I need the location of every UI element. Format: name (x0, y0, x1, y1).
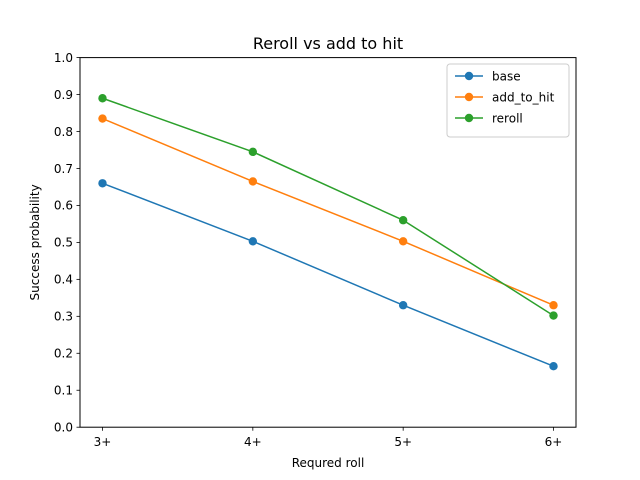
series-layer (98, 94, 558, 371)
series-add_to_hit (98, 114, 558, 310)
series-line (102, 182, 554, 367)
data-point (398, 237, 408, 246)
legend-label: add_to_hit (492, 90, 555, 104)
axis-ticks: 3+ 4+ 5+ 6+ 0.0 0.1 0.2 0.3 0.4 0.5 0.6 0.7 0.8 0.9 1.… (54, 51, 562, 449)
data-point (248, 147, 258, 157)
legend-item: add_to_hit (455, 90, 555, 104)
y-tick-label: 1.0 (54, 51, 73, 65)
legend-item: reroll (455, 111, 523, 125)
data-point (549, 311, 558, 320)
y-tick-label: 0.7 (54, 162, 73, 176)
y-tick-label: 0.0 (54, 421, 73, 435)
x-tick-label: 6+ (545, 435, 563, 449)
series-line (102, 117, 554, 306)
legend-label: base (492, 69, 521, 83)
x-tick-label: 5+ (394, 435, 412, 449)
series-line (102, 97, 554, 317)
data-point (248, 177, 258, 186)
y-tick-label: 0.9 (54, 88, 73, 102)
y-tick-label: 0.5 (54, 236, 73, 250)
y-axis-label: Success probability (28, 184, 42, 300)
series-base (98, 179, 558, 371)
data-point (549, 301, 558, 310)
y-tick-label: 0.6 (54, 199, 73, 213)
legend-label: reroll (492, 111, 523, 125)
x-tick-label: 4+ (244, 435, 262, 449)
x-axis-label: Requred roll (292, 456, 365, 470)
legend-marker (464, 71, 474, 81)
x-tick-label: 3+ (94, 435, 112, 449)
y-tick-label: 0.2 (54, 347, 73, 361)
legend-marker (464, 113, 474, 123)
plot-frame (79, 57, 577, 428)
data-point (248, 237, 258, 246)
y-tick-label: 0.4 (54, 273, 73, 287)
series-reroll (98, 94, 558, 320)
data-point (398, 216, 408, 225)
y-tick-label: 0.8 (54, 125, 73, 139)
legend-item: base (455, 69, 521, 83)
data-point (398, 301, 408, 310)
y-tick-label: 0.3 (54, 310, 73, 324)
y-tick-label: 0.1 (54, 384, 73, 398)
data-point (98, 94, 107, 103)
data-point (98, 179, 107, 188)
chart-title: Reroll vs add to hit (253, 34, 403, 53)
legend-marker (464, 92, 474, 102)
data-point (549, 362, 558, 371)
data-point (98, 114, 107, 123)
